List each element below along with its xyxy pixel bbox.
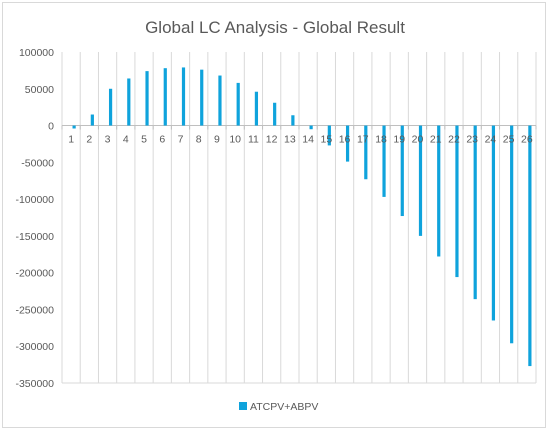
bar [108, 88, 113, 126]
x-tick-label: 1 [68, 134, 74, 146]
x-tick-label: 13 [284, 134, 296, 146]
bar [145, 71, 149, 126]
bar [455, 125, 459, 278]
y-tick-label: -100000 [15, 194, 54, 206]
bar [291, 115, 295, 126]
x-tick-label: 25 [503, 134, 515, 146]
bar [382, 125, 386, 197]
bar [327, 125, 331, 146]
legend-swatch [239, 402, 247, 410]
bar-layer [72, 67, 532, 367]
label-layer: 100000 50000 0 -50000 -100000 -150000 -200000 -… [15, 47, 532, 390]
x-tick-label: 6 [159, 134, 165, 146]
y-tick-label: -350000 [15, 378, 54, 390]
x-tick-label: 22 [448, 134, 460, 146]
x-tick-label: 17 [357, 134, 369, 146]
x-tick-label: 24 [485, 134, 497, 146]
bar [437, 125, 441, 257]
bar [491, 125, 496, 321]
x-tick-label: 9 [214, 134, 220, 146]
y-tick-label: 100000 [19, 47, 54, 59]
x-tick-label: 11 [248, 134, 259, 146]
bar [528, 125, 532, 367]
x-tick-label: 10 [229, 134, 241, 146]
y-tick-label: -50000 [21, 157, 54, 169]
x-tick-label: 20 [412, 134, 424, 146]
x-tick-label: 19 [393, 134, 405, 146]
bar [163, 68, 167, 126]
legend-label: ATCPV+ABPV [250, 401, 318, 413]
x-tick-label: 4 [123, 134, 129, 146]
bar [90, 114, 94, 126]
x-tick-label: 23 [466, 134, 478, 146]
x-tick-label: 21 [430, 134, 442, 146]
y-tick-label: -150000 [15, 231, 54, 243]
bar [218, 75, 222, 126]
bar [181, 67, 186, 126]
x-tick-label: 8 [196, 134, 202, 146]
bar [72, 125, 76, 129]
bar [200, 69, 204, 126]
x-tick-label: 3 [105, 134, 111, 146]
bar [127, 78, 131, 126]
bar [236, 82, 240, 126]
y-tick-label: -250000 [15, 304, 54, 316]
y-tick-label: -200000 [15, 268, 54, 280]
chart-frame [2, 2, 546, 428]
bar [418, 125, 423, 236]
y-tick-label: 50000 [25, 84, 54, 96]
x-tick-label: 18 [375, 134, 387, 146]
bar [364, 125, 368, 180]
y-tick-label: 0 [48, 121, 54, 133]
x-tick-label: 16 [339, 134, 351, 146]
bar [254, 91, 259, 126]
bar [510, 125, 514, 344]
bar [309, 125, 313, 130]
x-tick-label: 12 [266, 134, 278, 146]
x-tick-label: 15 [321, 134, 333, 146]
x-tick-label: 2 [86, 134, 92, 146]
x-tick-label: 7 [178, 134, 184, 146]
grid-layer [61, 52, 537, 384]
bar [400, 125, 404, 217]
x-tick-label: 26 [521, 134, 533, 146]
y-tick-label: -300000 [15, 341, 54, 353]
x-tick-label: 5 [141, 134, 147, 146]
bar [473, 125, 477, 300]
axis-layer [61, 125, 537, 130]
chart-title: Global LC Analysis - Global Result [145, 18, 405, 37]
x-tick-label: 14 [302, 134, 314, 146]
legend: ATCPV+ABPV [239, 401, 318, 413]
bar [345, 125, 350, 162]
bar [273, 102, 277, 126]
